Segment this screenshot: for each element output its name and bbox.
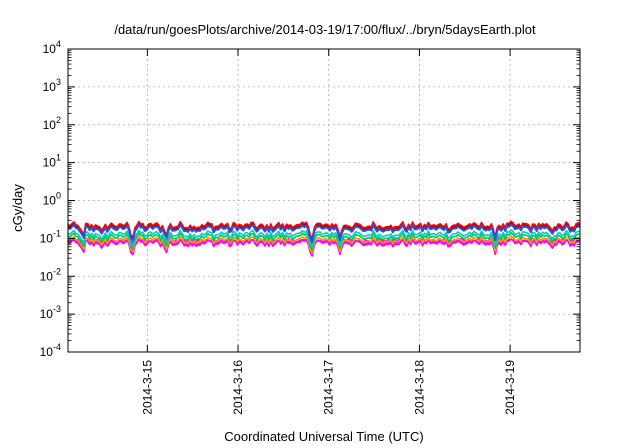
y-tick-label: 10-1 — [40, 228, 61, 245]
y-tick-label: 102 — [43, 115, 61, 132]
y-axis: 10-4 10-3 10-2 10-1 100 101 102 103 104 — [40, 39, 580, 359]
y-tick-label: 10-3 — [40, 304, 61, 321]
x-axis: 2014-3-15 2014-3-16 2014-3-17 2014-3-18 2014… — [140, 49, 517, 415]
y-tick-label: 100 — [43, 191, 61, 208]
plot-area — [67, 220, 581, 257]
x-axis-label: Coordinated Universal Time (UTC) — [224, 429, 423, 444]
series-line — [67, 235, 581, 254]
x-tick-label: 2014-3-18 — [412, 360, 426, 415]
series-line — [67, 229, 581, 248]
y-tick-label: 10-2 — [40, 266, 61, 283]
chart-title: /data/run/goesPlots/archive/2014-03-19/1… — [114, 22, 536, 37]
y-tick-label: 10-4 — [40, 342, 61, 359]
x-tick-label: 2014-3-15 — [140, 360, 154, 415]
x-tick-label: 2014-3-19 — [503, 360, 517, 415]
series-line — [67, 238, 581, 257]
series-line — [67, 223, 581, 243]
y-tick-label: 103 — [43, 77, 61, 94]
x-tick-label: 2014-3-16 — [231, 360, 245, 415]
y-tick-label: 104 — [43, 39, 61, 56]
x-tick-label: 2014-3-17 — [322, 360, 336, 415]
y-tick-label: 101 — [43, 153, 61, 170]
y-axis-label: cGy/day — [10, 184, 25, 232]
grid-lines — [68, 49, 580, 352]
